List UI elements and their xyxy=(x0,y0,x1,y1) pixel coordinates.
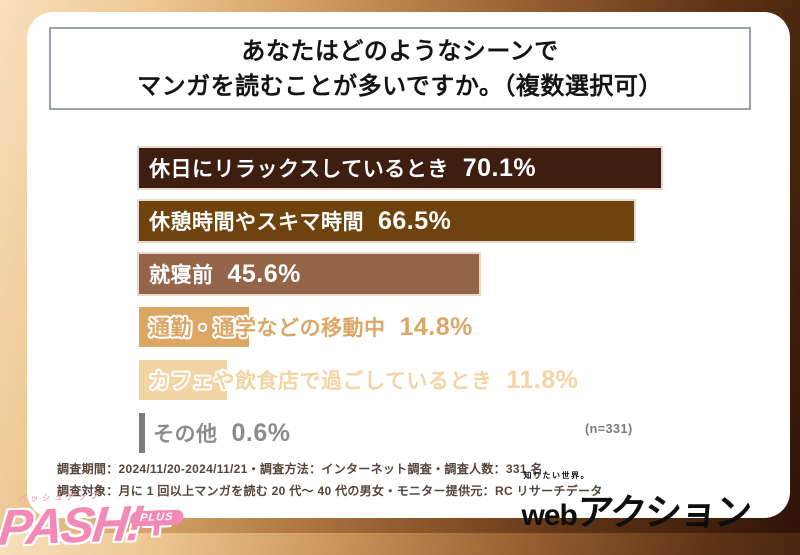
bar-category: その他 xyxy=(153,423,218,446)
pash-plus-watermark: パッシュアップ PASH!+ PLUS xyxy=(0,488,185,555)
survey-notes: 調査期間：2024/11/20-2024/11/21・調査方法：インターネット調… xyxy=(57,458,603,502)
bar-value: 0.6% xyxy=(231,418,291,447)
bar-value: 70.1% xyxy=(462,153,537,182)
logo-brand-text: アクション xyxy=(574,492,752,533)
bar-label: その他 0.6% xyxy=(153,413,290,453)
bar-label: 就寝前 45.6% xyxy=(149,254,301,294)
bar-category: 就寝前 xyxy=(149,264,214,287)
bar-value: 66.5% xyxy=(378,206,452,235)
bar-chart: 休日にリラックスしているとき 70.1% 休憩時間やスキマ時間 66.5% 就寝前 45.… xyxy=(139,148,699,470)
survey-period-line: 調査期間：2024/11/20-2024/11/21・調査方法：インターネット調… xyxy=(57,462,543,476)
bar-label: カフェや飲食店で過ごしているとき 11.8% xyxy=(149,360,578,400)
logo-tagline: 知りたい世界。 xyxy=(523,471,590,480)
bar-value: 45.6% xyxy=(227,259,301,288)
question-line1: あなたはどのようなシーンで xyxy=(241,37,559,65)
bar xyxy=(139,307,249,347)
bar-label: 休憩時間やスキマ時間 66.5% xyxy=(149,201,451,241)
bar-row: カフェや飲食店で過ごしているとき 11.8% xyxy=(139,360,699,400)
bar-category: 休日にリラックスしているとき xyxy=(149,158,449,181)
webaction-logo: 知りたい世界。 web アクション xyxy=(521,470,752,536)
question-box: あなたはどのようなシーンで マンガを読むことが多いですか。（複数選択可） xyxy=(49,27,751,110)
sample-size-note: (n=331) xyxy=(585,422,633,436)
bar xyxy=(139,201,634,241)
question-line2: マンガを読むことが多いですか。（複数選択可） xyxy=(137,72,663,100)
survey-target-line: 調査対象：月に 1 回以上マンガを読む 20 代～ 40 代の男女・モニター提供… xyxy=(57,484,603,498)
bar xyxy=(139,254,479,294)
survey-card: あなたはどのようなシーンで マンガを読むことが多いですか。（複数選択可） 休日に… xyxy=(27,12,790,533)
bar-label: 休日にリラックスしているとき 70.1% xyxy=(149,148,536,188)
bar-category: 通勤・通学などの移動中 xyxy=(149,317,386,340)
bar-category: 休憩時間やスキマ時間 xyxy=(149,211,364,234)
bar xyxy=(139,360,227,400)
bar-row: 休日にリラックスしているとき 70.1% xyxy=(139,148,699,188)
bar xyxy=(139,148,661,188)
bar-category: カフェや飲食店で過ごしているとき xyxy=(149,370,493,393)
bar-row: 通勤・通学などの移動中 14.8% xyxy=(139,307,699,347)
bar-row: その他 0.6% xyxy=(139,413,699,453)
bar-value: 14.8% xyxy=(399,312,473,341)
bar-row: 就寝前 45.6% xyxy=(139,254,699,294)
bar-row: 休憩時間やスキマ時間 66.5% xyxy=(139,201,699,241)
logo-web-text: web xyxy=(521,499,577,532)
bar-label: 通勤・通学などの移動中 14.8% xyxy=(149,307,473,347)
logo-wordmark: web アクション xyxy=(521,482,752,536)
bar xyxy=(139,413,145,453)
watermark-plus-badge: PLUS xyxy=(129,508,185,526)
bar-value: 11.8% xyxy=(506,365,579,394)
